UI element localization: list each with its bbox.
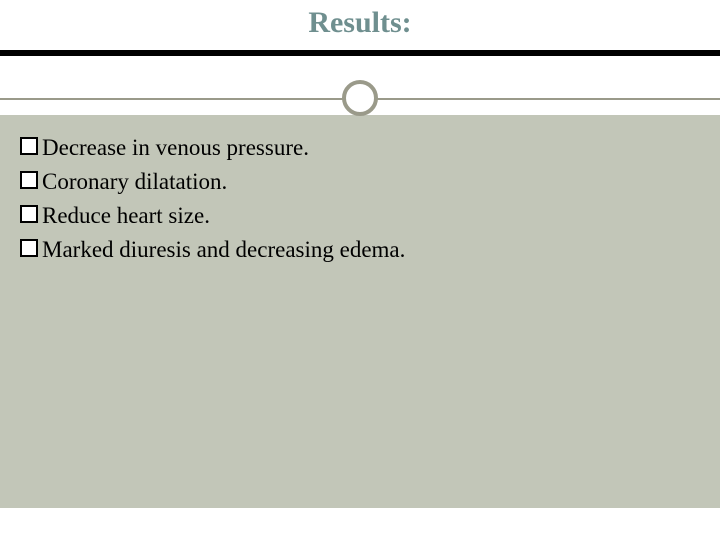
bullet-box-icon [20, 239, 38, 257]
bullet-box-icon [20, 171, 38, 189]
list-item: Reduce heart size. [20, 201, 700, 231]
bullet-box-icon [20, 205, 38, 223]
list-item: Decrease in venous pressure. [20, 133, 700, 163]
footer-area [0, 508, 720, 540]
bullet-box-icon [20, 137, 38, 155]
circle-ornament-icon [342, 80, 378, 116]
header-area: Results: [0, 0, 720, 115]
bullet-text: Marked diuresis and decreasing edema. [42, 235, 405, 265]
content-area: Decrease in venous pressure. Coronary di… [0, 115, 720, 508]
bullet-text: Reduce heart size. [42, 201, 210, 231]
bullet-text: Coronary dilatation. [42, 167, 227, 197]
slide: Results: Decrease in venous pressure. Co… [0, 0, 720, 540]
list-item: Marked diuresis and decreasing edema. [20, 235, 700, 265]
list-item: Coronary dilatation. [20, 167, 700, 197]
bullet-text: Decrease in venous pressure. [42, 133, 309, 163]
black-bar [0, 50, 720, 56]
page-title: Results: [0, 6, 720, 40]
